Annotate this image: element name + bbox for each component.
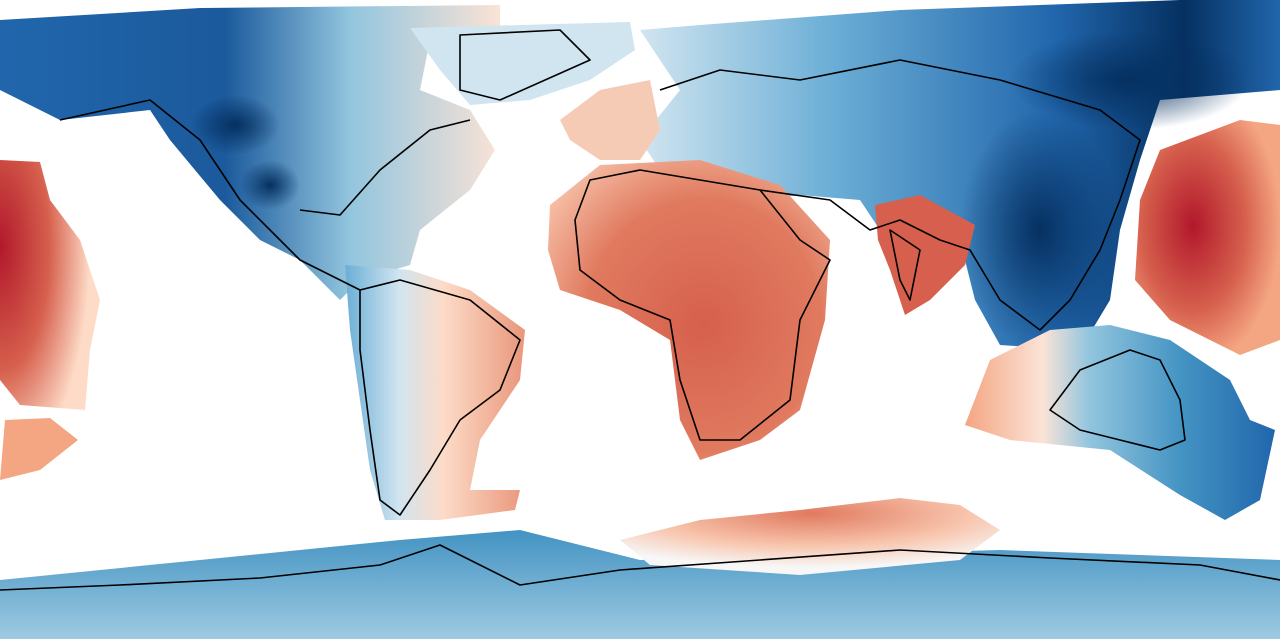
- region-pacific-east: [1135, 120, 1280, 355]
- coastline: [359, 279, 521, 516]
- dark-core: [240, 160, 300, 210]
- coastline: [59, 99, 471, 291]
- coastline: [459, 29, 591, 101]
- coastline: [1049, 349, 1186, 451]
- coastline: [574, 169, 831, 441]
- dark-core: [960, 110, 1120, 350]
- region-west-europe: [560, 80, 660, 160]
- region-africa: [548, 160, 830, 460]
- region-greenland: [410, 22, 635, 105]
- region-antarctic-warm: [620, 498, 1000, 575]
- dark-core: [190, 95, 280, 155]
- region-pacific-west: [0, 160, 100, 410]
- coastline: [659, 59, 1141, 331]
- coastline: [0, 544, 1280, 591]
- dark-core: [1010, 30, 1250, 130]
- coastline: [889, 229, 921, 301]
- region-india: [875, 195, 975, 315]
- region-australia: [965, 325, 1275, 520]
- region-south-america: [345, 265, 525, 520]
- region-south-pacific: [0, 418, 78, 480]
